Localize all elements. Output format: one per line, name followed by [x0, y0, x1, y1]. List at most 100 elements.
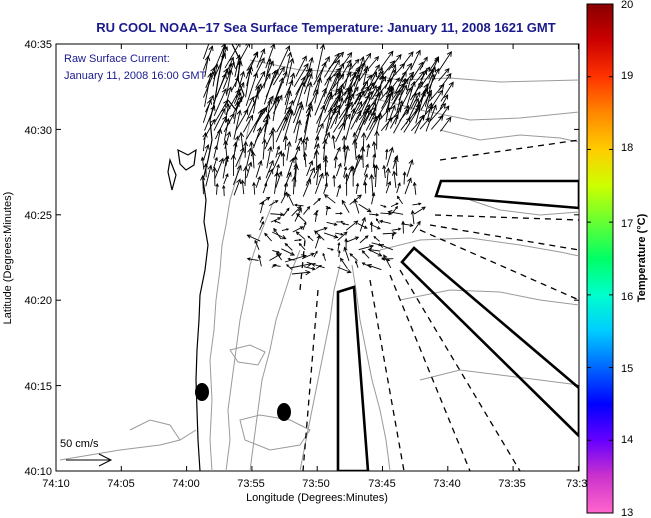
current-vector-head [423, 83, 429, 90]
current-vector [306, 160, 313, 177]
current-vector [311, 263, 325, 269]
current-vector [259, 196, 270, 205]
current-vector-head [385, 167, 391, 174]
current-vector [314, 136, 319, 150]
current-vector [329, 91, 342, 110]
current-vector [385, 89, 393, 122]
current-vector [313, 56, 330, 86]
current-vector-head [316, 76, 323, 83]
current-vector [425, 105, 437, 132]
current-vector [358, 86, 370, 101]
current-vector-head [289, 57, 295, 64]
current-vector-head [361, 250, 366, 254]
current-vector [274, 45, 290, 79]
current-vector-head [322, 252, 326, 256]
current-vector [214, 158, 224, 179]
current-vector [270, 217, 281, 223]
current-vector-head [222, 115, 227, 122]
current-vector-head [366, 143, 371, 148]
current-vector [282, 208, 290, 217]
current-vector [214, 116, 227, 140]
current-vector [359, 235, 369, 244]
current-vector-head [375, 213, 380, 217]
current-vector-head [379, 243, 384, 248]
current-vector [424, 93, 431, 115]
current-vector-head [305, 269, 311, 276]
current-vector-head [210, 118, 216, 125]
current-vector-head [245, 44, 251, 48]
current-vector [245, 94, 259, 122]
current-vector-head [379, 75, 385, 82]
contour-line [419, 369, 579, 386]
current-vector [315, 44, 324, 79]
current-vector [380, 117, 393, 132]
current-vector-head [243, 108, 249, 115]
current-vector-head [418, 202, 422, 206]
current-vector [295, 56, 307, 77]
current-vector-head [315, 135, 320, 141]
current-vector [273, 228, 282, 240]
current-vector [419, 56, 428, 71]
current-vector [358, 68, 368, 82]
current-vector-head [221, 44, 227, 49]
current-vector [233, 179, 241, 196]
current-vector [412, 221, 421, 234]
current-vector [313, 198, 321, 206]
current-vector-head [364, 85, 370, 92]
current-vector [349, 74, 361, 92]
current-vector [344, 247, 350, 262]
current-vector [294, 165, 297, 187]
current-vector [245, 51, 258, 79]
current-vector [299, 243, 306, 251]
current-vector [368, 56, 379, 69]
current-vector-head [415, 103, 421, 110]
current-vector-head [324, 55, 330, 62]
current-vector-head [392, 231, 398, 236]
current-vector [428, 84, 445, 102]
current-vector-head [354, 58, 360, 64]
current-vector-head [423, 56, 428, 62]
current-vector-head [355, 182, 360, 187]
current-vector [343, 167, 347, 178]
current-vector [391, 228, 401, 231]
current-vector [245, 108, 265, 140]
current-vector [385, 105, 396, 131]
current-vector-head [237, 60, 243, 67]
current-vector-head [324, 182, 328, 187]
current-vector-head [281, 152, 286, 157]
current-vector [284, 255, 307, 263]
temperature-colorbar: 20 19 18 17 16 15 14 13 Temperature (°C) [586, 0, 648, 518]
current-vector-head [352, 138, 358, 145]
current-vector-head [282, 116, 288, 123]
current-vector [204, 56, 209, 78]
current-vector [303, 73, 313, 95]
current-vector-head [293, 203, 298, 207]
current-vector [233, 101, 239, 124]
current-vector-head [276, 145, 281, 150]
current-vector-head [337, 184, 342, 189]
current-vector-head [223, 139, 229, 146]
current-vector [202, 132, 207, 152]
current-vector-head [315, 250, 318, 254]
current-vector [394, 100, 403, 125]
current-vector [339, 59, 352, 80]
current-vector-head [235, 44, 241, 48]
contour-line [469, 199, 579, 216]
current-vector-head [303, 63, 309, 69]
current-vector-head [343, 166, 348, 171]
current-vector [406, 159, 413, 178]
current-vector-head [302, 151, 308, 157]
current-vector [430, 90, 443, 110]
current-vector [339, 89, 352, 110]
current-vector [330, 109, 340, 129]
current-vector [355, 183, 359, 194]
current-vector-head [339, 257, 344, 262]
current-vector-head [274, 200, 279, 204]
current-vector-head [425, 117, 430, 123]
current-vector [379, 86, 392, 101]
current-vector-head [333, 234, 339, 239]
current-vector-head [247, 147, 253, 154]
contour-line [351, 264, 391, 471]
current-vector-head [260, 70, 266, 77]
current-vector [245, 148, 252, 170]
